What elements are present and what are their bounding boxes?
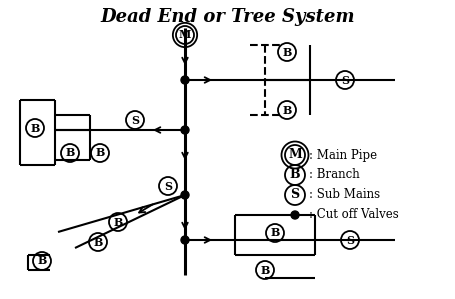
- Text: B: B: [289, 169, 300, 181]
- Text: M: M: [288, 149, 301, 161]
- Text: B: B: [30, 123, 40, 133]
- Text: B: B: [65, 147, 75, 158]
- Text: S: S: [340, 74, 348, 86]
- Text: B: B: [95, 147, 105, 158]
- Text: B: B: [37, 256, 46, 266]
- Circle shape: [181, 191, 188, 199]
- Text: S: S: [131, 115, 139, 126]
- Text: : Cut off Valves: : Cut off Valves: [308, 208, 398, 222]
- Text: B: B: [93, 237, 102, 248]
- Circle shape: [181, 76, 188, 84]
- Circle shape: [181, 236, 188, 244]
- Text: Dead End or Tree System: Dead End or Tree System: [101, 8, 354, 26]
- Text: : Sub Mains: : Sub Mains: [308, 188, 379, 202]
- Text: S: S: [290, 188, 299, 202]
- Text: S: S: [345, 234, 353, 245]
- Text: B: B: [113, 216, 122, 228]
- Text: : Branch: : Branch: [308, 169, 359, 181]
- Text: S: S: [164, 181, 172, 191]
- Text: B: B: [270, 228, 279, 239]
- Text: B: B: [260, 265, 269, 275]
- Text: B: B: [282, 104, 291, 115]
- Text: M: M: [178, 30, 191, 40]
- Circle shape: [290, 211, 298, 219]
- Text: B: B: [282, 47, 291, 57]
- Circle shape: [181, 126, 188, 134]
- Text: : Main Pipe: : Main Pipe: [308, 149, 376, 161]
